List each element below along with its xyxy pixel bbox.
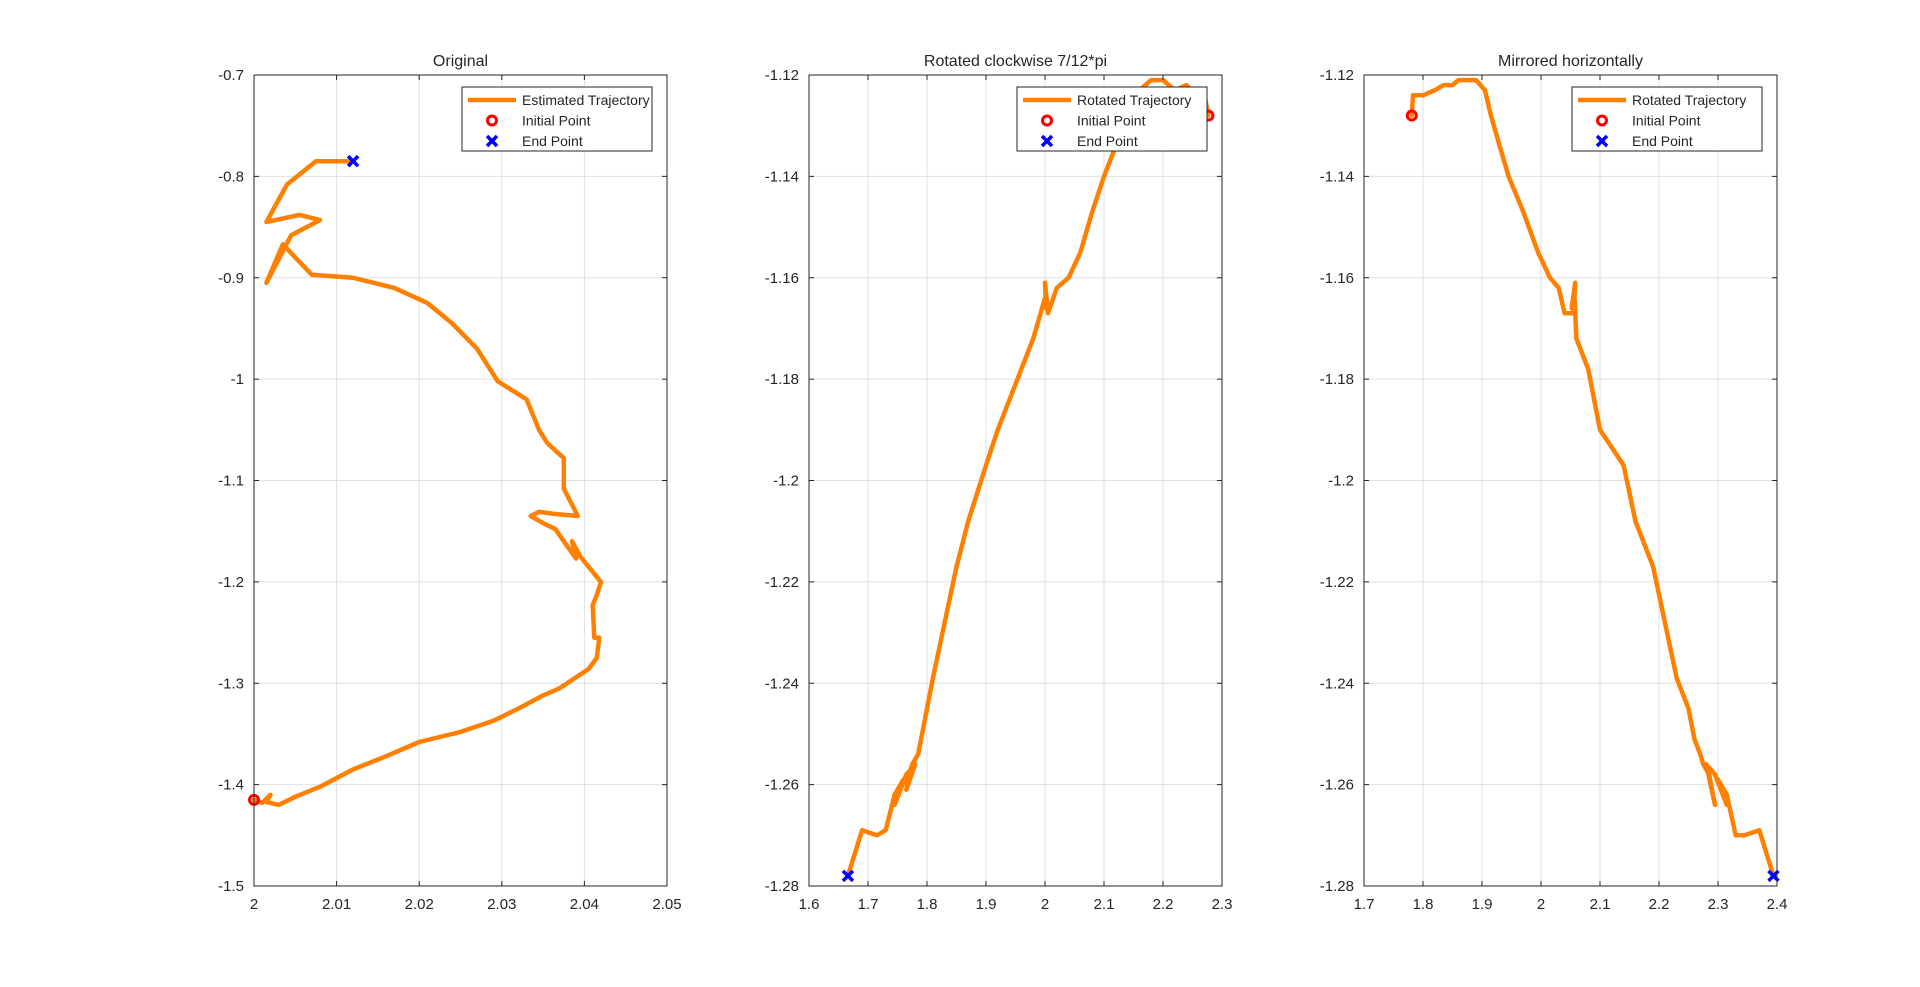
legend-label: Estimated Trajectory	[522, 92, 650, 108]
x-tick-label: 1.8	[917, 896, 938, 913]
x-tick-label: 2.2	[1153, 896, 1174, 913]
legend-label: End Point	[1632, 133, 1693, 149]
y-tick-label: -1.28	[1320, 878, 1354, 895]
end-point-marker	[346, 154, 360, 168]
x-tick-label: 2	[1537, 896, 1545, 913]
y-tick-label: -1.2	[1328, 473, 1354, 490]
x-tick-label: 1.9	[976, 896, 997, 913]
trajectory-line	[251, 158, 604, 808]
y-tick-label: -1	[231, 371, 244, 388]
x-tick-label: 2.1	[1590, 896, 1611, 913]
legend-label: Initial Point	[522, 113, 591, 129]
legend-x-swatch	[485, 134, 499, 148]
y-tick-label: -1.4	[218, 777, 244, 794]
legend: Estimated Trajectory Initial Point End Poi…	[461, 86, 653, 152]
legend-label: End Point	[1077, 133, 1138, 149]
y-tick-label: -1.16	[765, 270, 799, 287]
y-tick-label: -1.18	[1320, 371, 1354, 388]
y-tick-label: -1.24	[1320, 675, 1354, 692]
legend-circle-swatch	[1041, 114, 1053, 127]
legend-label: Initial Point	[1632, 113, 1701, 129]
legend-label: Rotated Trajectory	[1077, 92, 1191, 108]
y-tick-label: -1.2	[773, 473, 799, 490]
x-tick-label: 1.7	[1354, 896, 1375, 913]
y-tick-label: -0.8	[218, 168, 244, 185]
legend-label: Initial Point	[1077, 113, 1146, 129]
y-tick-label: -1.3	[218, 675, 244, 692]
y-tick-label: -1.22	[1320, 574, 1354, 591]
chart-panel-1: 2 2.01 2.02 2.03 2.04 2.05 -1.5 -1.4 -1.3 -1.2 -1.…	[218, 53, 681, 913]
y-tick-label: -1.14	[1320, 168, 1354, 185]
x-tick-label: 1.6	[799, 896, 820, 913]
x-tick-label: 2.05	[652, 896, 681, 913]
legend-x-swatch	[1040, 134, 1054, 148]
x-tick-label: 1.9	[1472, 896, 1493, 913]
y-tick-label: -1.26	[1320, 777, 1354, 794]
y-tick-label: -1.28	[765, 878, 799, 895]
x-tick-label: 1.8	[1413, 896, 1434, 913]
x-tick-label: 2.1	[1094, 896, 1115, 913]
y-tick-label: -1.12	[765, 67, 799, 84]
chart-panel-2: 1.6 1.7 1.8 1.9 2 2.1 2.2 2.3 -1.28 -1.26 -1.24 -1.…	[765, 53, 1233, 913]
chart-title: Mirrored horizontally	[1498, 53, 1643, 70]
y-tick-label: -1.14	[765, 168, 799, 185]
x-tick-label: 2	[1041, 896, 1049, 913]
x-tick-label: 2	[250, 896, 258, 913]
y-tick-label: -1.22	[765, 574, 799, 591]
legend-x-swatch	[1595, 134, 1609, 148]
y-tick-label: -0.7	[218, 67, 244, 84]
x-tick-label: 2.3	[1212, 896, 1233, 913]
y-tick-label: -1.1	[218, 473, 244, 490]
y-tick-label: -1.2	[218, 574, 244, 591]
y-tick-label: -1.12	[1320, 67, 1354, 84]
trajectory-line	[845, 77, 1211, 879]
y-tick-label: -1.18	[765, 371, 799, 388]
x-tick-label: 1.7	[858, 896, 879, 913]
x-tick-label: 2.4	[1767, 896, 1788, 913]
initial-point-marker	[1405, 109, 1418, 122]
legend-circle-swatch	[1596, 114, 1608, 127]
x-tick-label: 2.04	[570, 896, 599, 913]
x-tick-label: 2.02	[405, 896, 434, 913]
x-tick-label: 2.01	[322, 896, 351, 913]
y-tick-label: -1.24	[765, 675, 799, 692]
legend-label: Rotated Trajectory	[1632, 92, 1746, 108]
chart-title: Original	[433, 53, 488, 70]
y-tick-label: -0.9	[218, 270, 244, 287]
legend-label: End Point	[522, 133, 583, 149]
y-tick-label: -1.26	[765, 777, 799, 794]
trajectory-line	[1409, 77, 1776, 879]
x-tick-label: 2.2	[1649, 896, 1670, 913]
legend: Rotated Trajectory Initial Point End Point	[1016, 86, 1208, 152]
end-point-marker	[841, 869, 855, 883]
legend-circle-swatch	[486, 114, 498, 127]
chart-panel-3: 1.7 1.8 1.9 2 2.1 2.2 2.3 2.4 -1.28 -1.26 -1.24 -1.…	[1320, 53, 1788, 913]
x-tick-label: 2.3	[1708, 896, 1729, 913]
x-tick-label: 2.03	[487, 896, 516, 913]
y-tick-label: -1.16	[1320, 270, 1354, 287]
y-tick-label: -1.5	[218, 878, 244, 895]
chart-title: Rotated clockwise 7/12*pi	[924, 53, 1107, 70]
legend: Rotated Trajectory Initial Point End Point	[1571, 86, 1763, 152]
